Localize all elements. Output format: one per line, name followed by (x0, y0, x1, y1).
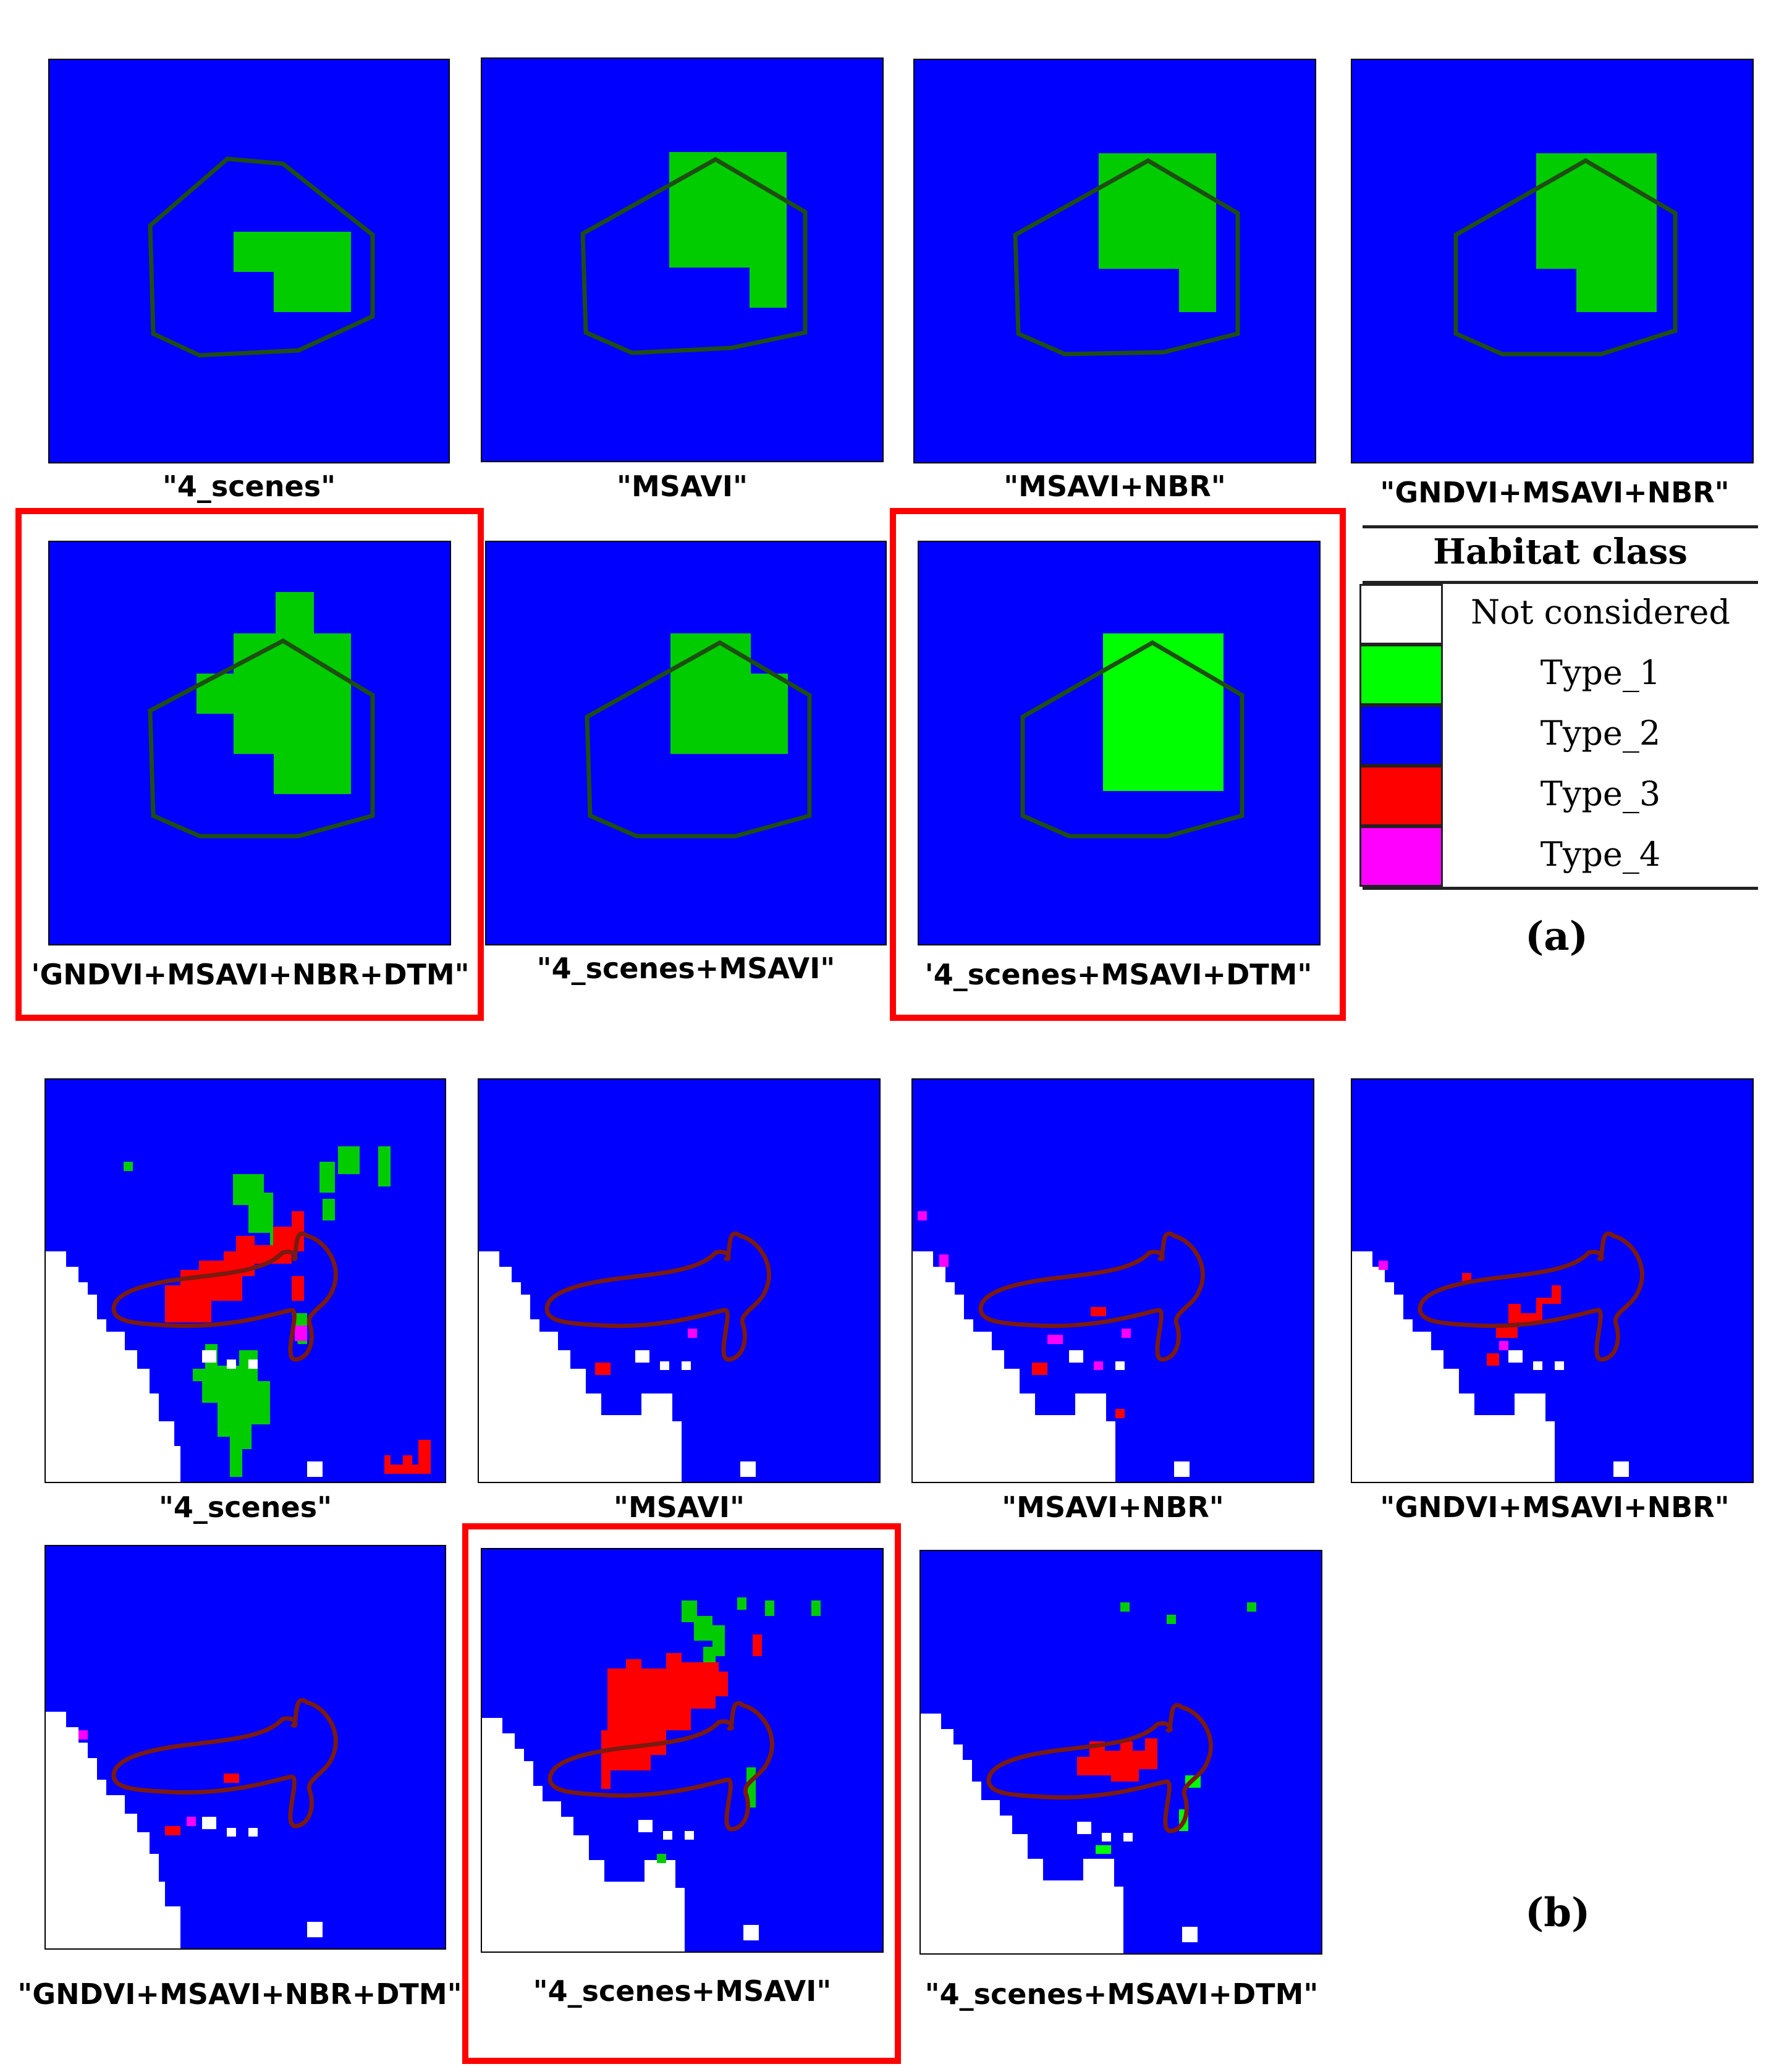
legend-label: Type_1 (1540, 653, 1661, 692)
habitat-type1-area (669, 152, 787, 308)
caption-b-1: "4_scenes" (158, 1491, 332, 1524)
habitat-type1-area (1099, 153, 1216, 312)
map-a-gndvi-msavi-nbr (1351, 59, 1754, 463)
not-considered-area (1351, 1251, 1555, 1483)
caption-a-2: "MSAVI" (616, 470, 748, 503)
legend-swatch-type-1 (1359, 645, 1443, 705)
legend-label: Not considered (1470, 593, 1730, 632)
legend-label: Type_2 (1540, 714, 1661, 753)
map-a-4-scenes-msavi (485, 541, 887, 945)
habitat-type1-area (1536, 153, 1657, 312)
caption-b-6: "4_scenes+MSAVI" (533, 1974, 832, 2008)
panel-b-label: (b) (1525, 1890, 1591, 1936)
site-boundary (585, 640, 812, 839)
legend-row-type-2: Type_2 (1356, 705, 1758, 766)
map-b-msavi (478, 1078, 881, 1483)
map-b-msavi-nbr (911, 1078, 1314, 1483)
site-boundary (986, 1703, 1213, 1833)
legend-swatch-type-3 (1359, 766, 1443, 826)
not-considered-area (919, 1714, 1123, 1955)
legend-row-not-considered: Not considered (1356, 584, 1758, 645)
caption-b-5: "GNDVI+MSAVI+NBR+DTM" (17, 1977, 462, 2011)
legend-row-type-4: Type_4 (1356, 826, 1758, 887)
caption-b-3: "MSAVI+NBR" (1002, 1491, 1224, 1524)
legend-swatch-not-considered (1359, 584, 1443, 645)
caption-a-3: "MSAVI+NBR" (1004, 470, 1226, 503)
legend-title: Habitat class (1433, 531, 1688, 572)
site-boundary (148, 638, 375, 839)
site-boundary (580, 156, 808, 355)
site-boundary (1020, 640, 1245, 839)
caption-a-5: 'GNDVI+MSAVI+NBR+DTM" (31, 958, 470, 991)
legend-bottom-rule (1363, 887, 1758, 890)
map-a-4-scenes (48, 59, 450, 463)
legend-header-rule (1363, 581, 1758, 584)
legend-row-type-1: Type_1 (1356, 645, 1758, 705)
highlight-box-a-7 (890, 508, 1346, 1021)
legend-row-type-3: Type_3 (1356, 766, 1758, 826)
caption-a-6: "4_scenes+MSAVI" (536, 952, 835, 985)
not-considered-area (911, 1251, 1115, 1483)
site-boundary (1453, 158, 1678, 357)
map-a-gndvi-msavi-nbr-dtm (48, 541, 451, 945)
habitat-type1-area (234, 232, 351, 312)
habitat-type1-area (197, 592, 351, 794)
site-boundary (544, 1232, 771, 1362)
legend-top-rule (1363, 525, 1758, 528)
not-considered-area (478, 1251, 682, 1483)
legend-swatch-type-4 (1359, 826, 1443, 887)
site-boundary (148, 156, 375, 358)
site-boundary (1013, 158, 1240, 357)
map-b-gndvi-msavi-nbr (1351, 1078, 1754, 1483)
legend-label: Type_4 (1540, 835, 1661, 874)
site-boundary (1418, 1232, 1644, 1362)
caption-b-2: "MSAVI" (613, 1491, 745, 1524)
map-b-4-scenes-msavi-dtm (919, 1550, 1322, 1955)
legend-label: Type_3 (1540, 774, 1661, 813)
map-a-4-scenes-msavi-dtm (918, 541, 1321, 945)
site-boundary (547, 1701, 774, 1832)
habitat-type1-area (1103, 633, 1224, 791)
legend-swatch-type-2 (1359, 705, 1443, 766)
map-b-4-scenes-msavi (481, 1548, 884, 1953)
not-considered-area (481, 1718, 685, 1953)
highlight-box-a-5 (15, 508, 484, 1021)
site-boundary (111, 1232, 338, 1362)
habitat-type3-area (601, 1653, 728, 1789)
highlight-box-b-6 (462, 1523, 901, 2064)
caption-b-7: "4_scenes+MSAVI+DTM" (924, 1977, 1319, 2011)
panel-a-label: (a) (1525, 913, 1589, 960)
caption-a-1: "4_scenes" (162, 470, 336, 503)
habitat-type3-area (1077, 1738, 1157, 1782)
caption-a-7: '4_scenes+MSAVI+DTM" (924, 958, 1312, 991)
map-a-msavi-nbr (913, 59, 1316, 463)
not-considered-area (44, 1712, 180, 1950)
site-boundary (111, 1698, 338, 1829)
habitat-type1-area (670, 633, 788, 754)
habitat-type3-area (165, 1211, 304, 1322)
map-a-msavi (481, 57, 884, 462)
map-b-4-scenes (44, 1078, 446, 1483)
site-boundary (978, 1232, 1205, 1362)
caption-a-4: "GNDVI+MSAVI+NBR" (1380, 476, 1730, 509)
caption-b-4: "GNDVI+MSAVI+NBR" (1380, 1491, 1730, 1524)
map-b-gndvi-msavi-nbr-dtm (44, 1545, 446, 1950)
not-considered-area (44, 1251, 180, 1483)
habitat-legend: Habitat class Not considered Type_1 Type… (1356, 525, 1758, 896)
